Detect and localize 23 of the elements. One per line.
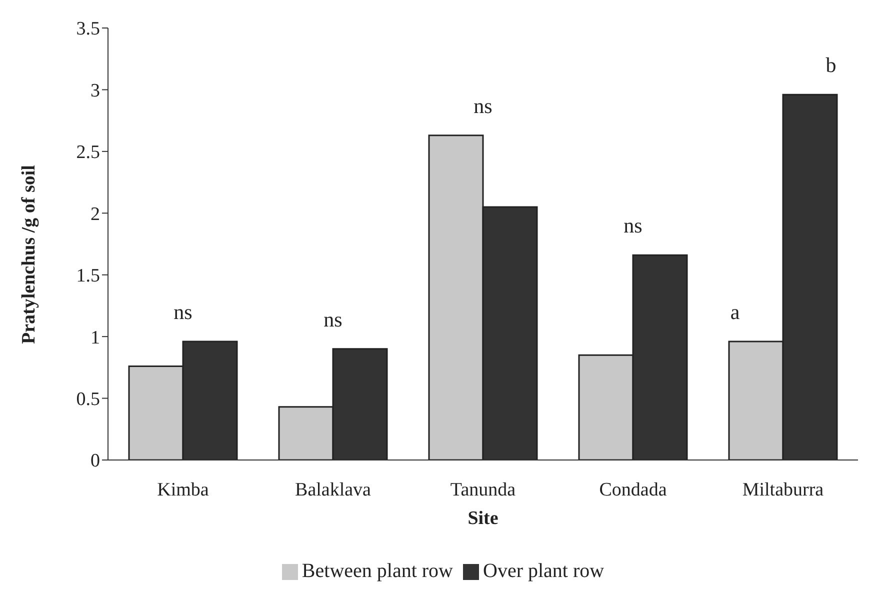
y-tick-label: 3 bbox=[90, 80, 100, 102]
legend-label: Over plant row bbox=[483, 560, 604, 582]
x-axis-title: Site bbox=[468, 508, 498, 529]
y-tick-label: 0 bbox=[90, 450, 100, 472]
x-tick-label: Miltaburra bbox=[742, 479, 824, 500]
y-tick-label: 3.5 bbox=[76, 18, 100, 40]
y-tick-label: 2 bbox=[90, 204, 100, 225]
y-tick-label: 0.5 bbox=[76, 389, 100, 410]
annotation: ns bbox=[474, 94, 492, 118]
x-tick-label: Balaklava bbox=[295, 479, 372, 500]
annotation: ns bbox=[624, 214, 642, 238]
annotation: ns bbox=[324, 307, 342, 332]
y-tick-label: 1.5 bbox=[76, 266, 100, 287]
annotation: b bbox=[826, 53, 836, 78]
x-tick-label: Kimba bbox=[157, 479, 210, 500]
legend-label: Between plant row bbox=[302, 560, 453, 582]
y-tick-label: 2.5 bbox=[76, 142, 100, 164]
x-tick-label: Condada bbox=[599, 479, 668, 500]
annotation: ns bbox=[174, 300, 192, 324]
x-tick-label: Tanunda bbox=[450, 479, 516, 500]
annotation: a bbox=[730, 300, 740, 324]
y-axis-title: Pratylenchus /g of soil bbox=[18, 165, 40, 344]
y-tick-label: 1 bbox=[90, 327, 100, 348]
